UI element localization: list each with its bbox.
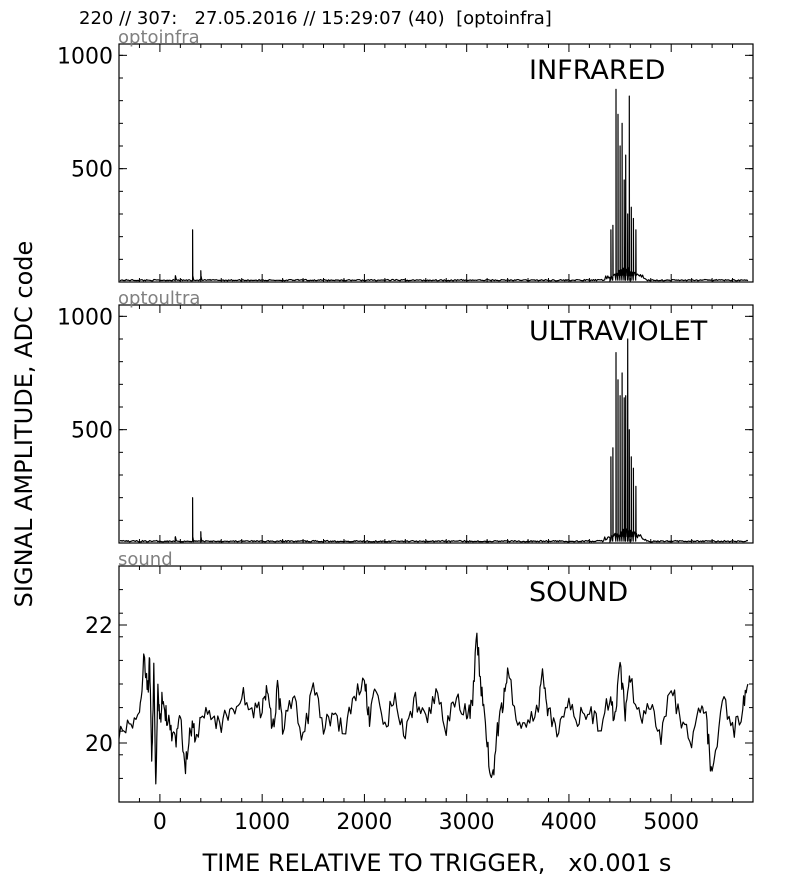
- panel-optoinfra: optoinfra INFRARED 500 1000: [57, 27, 754, 283]
- channel-label: sound: [118, 549, 173, 570]
- panel-optoultra: optoultra ULTRAVIOLET 500 1000: [57, 288, 754, 544]
- panel-title: SOUND: [529, 577, 628, 608]
- plot-frame: [118, 43, 754, 283]
- signal-line: [119, 88, 749, 282]
- y-tick-label: 500: [71, 419, 113, 444]
- chart-header: 220 // 307: 27.05.2016 // 15:29:07 (40) …: [79, 8, 552, 29]
- panel-title: INFRARED: [529, 55, 665, 86]
- x-axis-label: TIME RELATIVE TO TRIGGER, x0.001 s: [202, 849, 672, 877]
- x-tick-label: 5000: [643, 810, 699, 835]
- panel-sound: sound SOUND 20 22 0 1000 2000 3000 4000 5000: [85, 549, 754, 835]
- x-tick-label: 0: [153, 810, 167, 835]
- x-tick-label: 2000: [336, 810, 392, 835]
- x-tick-label: 4000: [541, 810, 597, 835]
- plot-frame: [118, 565, 754, 803]
- y-tick-label: 22: [85, 614, 113, 639]
- y-tick-label: 500: [71, 158, 113, 183]
- y-tick-label: 20: [85, 732, 113, 757]
- signal-line: [118, 632, 749, 785]
- y-tick-label: 1000: [57, 44, 113, 69]
- plot-frame: [118, 304, 754, 544]
- signal-line: [119, 338, 748, 543]
- channel-label: optoultra: [118, 288, 200, 309]
- y-tick-label: 1000: [57, 305, 113, 330]
- panel-title: ULTRAVIOLET: [529, 316, 708, 347]
- x-tick-label: 1000: [234, 810, 290, 835]
- channel-label: optoinfra: [118, 27, 200, 48]
- x-tick-label: 3000: [439, 810, 495, 835]
